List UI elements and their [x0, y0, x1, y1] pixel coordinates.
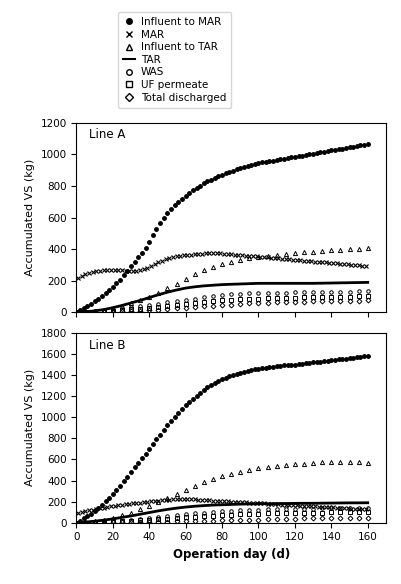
X-axis label: Operation day (d): Operation day (d) — [172, 548, 289, 561]
Text: Line B: Line B — [89, 339, 125, 352]
Text: Line A: Line A — [89, 128, 125, 141]
Y-axis label: Accumulated VS (kg): Accumulated VS (kg) — [25, 159, 35, 276]
Y-axis label: Accumulated VS (kg): Accumulated VS (kg) — [25, 369, 35, 486]
Legend: Influent to MAR, MAR, Influent to TAR, TAR, WAS, UF permeate, Total discharged: Influent to MAR, MAR, Influent to TAR, T… — [117, 12, 231, 108]
